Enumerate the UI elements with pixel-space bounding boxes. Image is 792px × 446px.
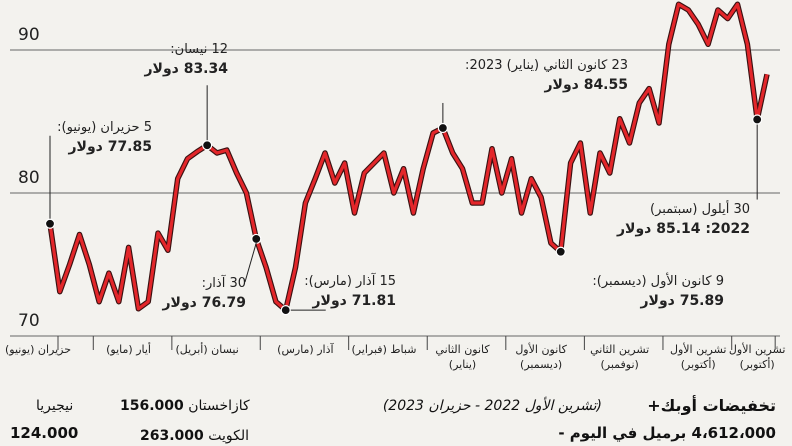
annotation-dot (44, 218, 56, 229)
x-tick-label: آذار (مارس) (277, 343, 334, 356)
opec-item-name: نيجيريا (36, 398, 74, 414)
x-tick-label: كانون الثاني (يناير) (435, 343, 490, 371)
annotation-date: 23 كانون الثاني (يناير) 2023: (465, 58, 628, 73)
annotation: 23 كانون الثاني (يناير) 2023: 84.55 دولار (465, 56, 628, 96)
line (48, 2, 769, 312)
annotation: 30 آذار: 76.79 دولار (162, 274, 246, 314)
annotation: 15 آذار (مارس): 71.81 دولار (304, 272, 396, 312)
annotation-date: 5 حزيران (يونيو): (57, 120, 152, 135)
annotation-date: 30 أيلول (سبتمبر) (650, 202, 750, 217)
opec-item-value: 124.000 (10, 424, 79, 442)
annotation-date: 12 نيسان: (170, 42, 228, 57)
annotation: 9 كانون الأول (ديسمبر): 75.89 دولار (592, 272, 724, 312)
annotation-price: 84.55 دولار (544, 77, 628, 93)
annotation-price: 71.81 دولار (312, 293, 396, 309)
annotation-dot (555, 246, 566, 257)
annotation-date: 9 كانون الأول (ديسمبر): (592, 274, 724, 289)
x-tick-label: تشرين الأول (أكتوبر) (669, 343, 727, 371)
x-tick-label: حزيران (يونيو) (4, 343, 72, 356)
annotation-date: 30 آذار: (201, 276, 246, 291)
x-tick-label: كانون الأول (ديسمبر) (515, 343, 567, 371)
annotation-dot (280, 305, 291, 316)
y-tick-label: 80 (18, 168, 40, 188)
y-tick-label: 90 (18, 25, 40, 45)
opec-item: الكويت 263.000 (140, 428, 249, 444)
x-tick-label: تشرين الثاني (نوفمبر) (590, 343, 650, 371)
x-tick-label: تشرين الأول (أكتوبر) (728, 343, 786, 371)
annotation-price: 76.79 دولار (162, 295, 246, 311)
annotation-dot (202, 140, 213, 151)
x-tick-label: نيسان (أبريل) (175, 343, 239, 356)
leader-line (244, 242, 257, 283)
x-tick-label: أيار (مايو) (106, 343, 151, 356)
annotation-dot (251, 233, 262, 245)
annotation-price: 77.85 دولار (68, 139, 152, 155)
annotation-date: 15 آذار (مارس): (304, 274, 396, 289)
annotation-dot (437, 122, 448, 134)
annotation-price: 83.34 دولار (144, 61, 228, 77)
opec-item: كازاخستان 156.000 (120, 398, 250, 414)
opec-title: تخفيضات أوبك+ (647, 396, 776, 415)
annotation-price: 2022: 85.14 دولار (617, 221, 750, 237)
annotation: 30 أيلول (سبتمبر) 2022: 85.14 دولار (617, 200, 750, 240)
item-name: كازاخستان (188, 398, 250, 414)
opec-total: 4،612،000 برميل في اليوم - (558, 424, 776, 442)
opec-period: (تشرين الأول 2022 - حزيران 2023) (382, 398, 602, 414)
annotation: 5 حزيران (يونيو): 77.85 دولار (57, 118, 152, 158)
item-name: الكويت (208, 428, 249, 444)
item-value: 156.000 (120, 398, 184, 414)
annotation-price: 75.89 دولار (640, 293, 724, 309)
item-value: 263.000 (140, 428, 204, 444)
x-tick-label: شباط (فبراير) (351, 343, 417, 356)
y-tick-label: 70 (18, 311, 40, 331)
annotation: 12 نيسان: 83.34 دولار (144, 40, 228, 80)
annotation-dot (752, 114, 763, 125)
